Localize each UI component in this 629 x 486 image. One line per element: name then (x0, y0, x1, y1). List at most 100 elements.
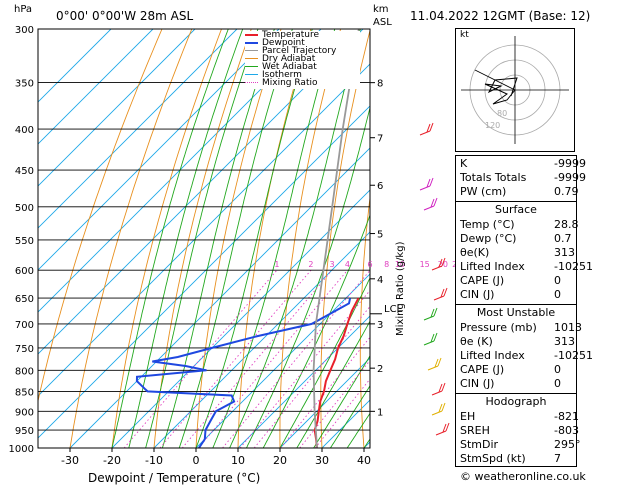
isotherm-line (237, 315, 370, 448)
isotherm-line (69, 147, 370, 448)
pressure-tick-label: 650 (15, 294, 34, 305)
x-tick-label: -30 (61, 454, 79, 467)
isotherm-line (38, 29, 280, 271)
pressure-tick-label: 700 (15, 320, 34, 331)
x-tick-label: 10 (231, 454, 245, 467)
hodo-stmdir: StmDir 295° (460, 438, 581, 451)
pressure-tick-label: 600 (15, 266, 34, 277)
x-tick-label: 30 (315, 454, 329, 467)
wet-adiabat-line (111, 29, 229, 448)
legend-item: Wet Adiabat (245, 63, 317, 72)
mixing-ratio-line (222, 269, 370, 448)
km-tick-label: 4 (377, 275, 383, 286)
lcl-label: LCL (384, 304, 403, 315)
unstable-pressure: Pressure (mb) 1013 (460, 321, 582, 334)
surface-temp: Temp (°C) 28.8 (460, 218, 579, 231)
mixing-ratio-label: 10 (395, 260, 405, 269)
hodo-stmspd: StmSpd (kt) 7 (460, 452, 561, 465)
pressure-tick-label: 1000 (9, 444, 34, 455)
pressure-tick-label: 950 (15, 426, 34, 437)
pressure-tick-label: 850 (15, 387, 34, 398)
legend-item: Mixing Ratio (245, 79, 317, 88)
mixing-ratio-label: 1 (274, 260, 279, 269)
hodo-eh: EH -821 (460, 410, 579, 423)
index-row-k: K -9999 (460, 157, 586, 170)
unstable-theta-e: θe (K) 313 (460, 335, 575, 348)
mixing-ratio-label: 15 (420, 260, 430, 269)
pressure-tick-label: 750 (15, 344, 34, 355)
mixing-ratio-line (159, 269, 312, 448)
hodo-sreh: SREH -803 (460, 424, 579, 437)
hodograph-ring-label: 80 (497, 109, 507, 118)
series-dewpoint (135, 297, 352, 448)
pressure-tick-label: 900 (15, 407, 34, 418)
isotherm-line (195, 273, 370, 448)
location-label: 0°00' 0°00'W 28m ASL (56, 9, 194, 23)
index-row-pw: PW (cm) 0.79 (460, 185, 579, 198)
dry-adiabat-line (399, 29, 430, 448)
surface-theta-e: θe(K) 313 (460, 246, 575, 259)
km-tick-label: 1 (377, 407, 383, 418)
pressure-tick-label: 350 (15, 79, 34, 90)
hodograph-trace (484, 77, 518, 105)
wind-barbs (419, 122, 450, 436)
wet-adiabat-line (212, 29, 336, 448)
datetime-label: 11.04.2022 12GMT (Base: 12) (410, 9, 591, 23)
isotherm-line (38, 29, 364, 355)
legend-label: Dry Adiabat (262, 54, 316, 64)
legend-item: Temperature (245, 31, 319, 40)
mixing-ratio-label: 6 (368, 260, 373, 269)
legend-label: Temperature (262, 30, 320, 40)
surface-cape: CAPE (J) 0 (460, 274, 561, 287)
legend-item: Dry Adiabat (245, 55, 315, 64)
legend-label: Mixing Ratio (262, 78, 318, 88)
x-tick-label: 0 (193, 454, 200, 467)
legend-item: Parcel Trajectory (245, 47, 336, 56)
legend-swatch (245, 58, 258, 59)
legend-item: Isotherm (245, 71, 302, 80)
pressure-tick-label: 500 (15, 203, 34, 214)
legend-swatch (245, 33, 258, 36)
km-tick-label: 8 (377, 79, 383, 90)
x-tick-label: -20 (103, 454, 121, 467)
mixing-ratio-label: 4 (345, 260, 350, 269)
mixing-ratio-label: 8 (384, 260, 389, 269)
legend-swatch (245, 82, 258, 83)
x-tick-label: -10 (145, 454, 163, 467)
mixing-ratio-label: 2 (308, 260, 313, 269)
legend-item: Dewpoint (245, 39, 305, 48)
isotherm-line (279, 357, 370, 448)
km-tick-label: 7 (377, 134, 383, 145)
pressure-tick-label: 300 (15, 25, 34, 36)
legend-label: Isotherm (262, 70, 302, 80)
indices-panel: K -9999 Totals Totals -9999 PW (cm) 0.79 Su… (455, 155, 593, 467)
x-tick-label: 40 (357, 454, 371, 467)
isotherm-line (38, 29, 154, 145)
wet-adiabat-line (246, 106, 370, 448)
mixing-ratio-line (181, 269, 333, 448)
dry-adiabat-line (574, 29, 616, 448)
legend-label: Dewpoint (262, 38, 305, 48)
x-axis-label: Dewpoint / Temperature (°C) (88, 471, 261, 485)
legend-label: Wet Adiabat (262, 62, 317, 72)
legend-label: Parcel Trajectory (262, 46, 337, 56)
isotherm-line (38, 105, 370, 439)
isotherm-line (38, 29, 322, 313)
surface-title: Surface (495, 203, 537, 216)
wet-adiabat-line (178, 29, 293, 448)
unstable-cape: CAPE (J) 0 (460, 363, 561, 376)
pressure-tick-label: 450 (15, 166, 34, 177)
mixing-ratio-axis-label: Mixing Ratio (g/kg) (395, 241, 406, 336)
hodograph-ring-label: 120 (485, 121, 500, 130)
hodograph-kt-label: kt (460, 30, 469, 40)
legend-swatch (245, 50, 258, 51)
mixing-ratio-label: 3 (329, 260, 334, 269)
surface-dewp: Dewp (°C) 0.7 (460, 232, 572, 245)
isotherm-line (38, 29, 112, 103)
wet-adiabat-line (313, 355, 370, 448)
unstable-title: Most Unstable (476, 306, 556, 319)
km-tick-label: 2 (377, 364, 383, 375)
asl-unit: ASL (373, 17, 392, 28)
mixing-ratio-line (314, 378, 370, 448)
